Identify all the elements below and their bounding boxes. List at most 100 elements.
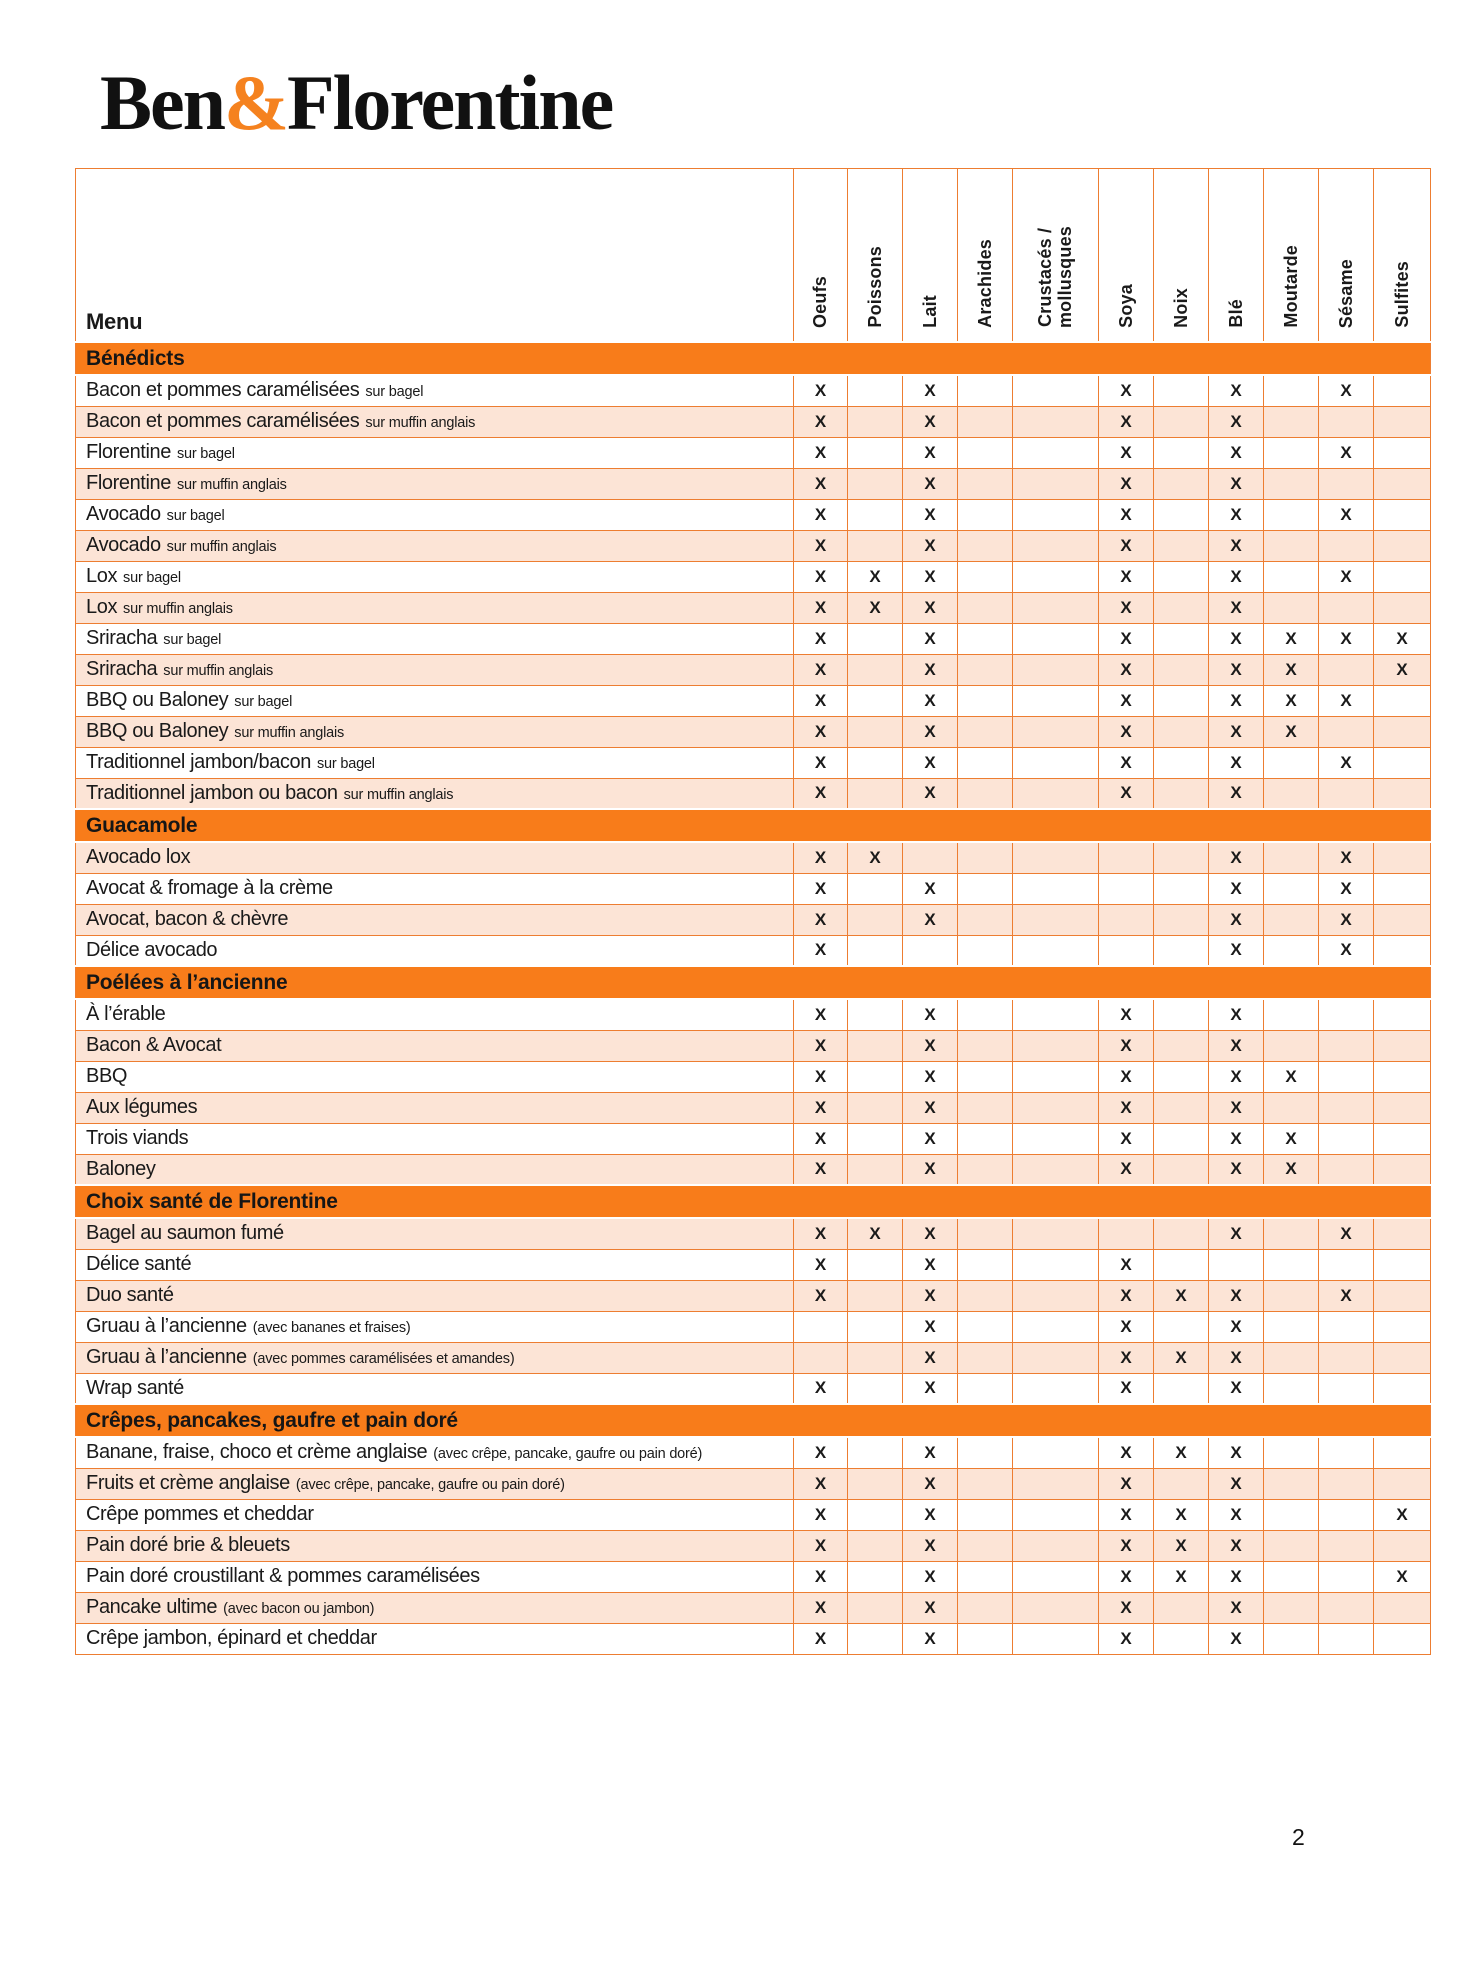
dish-note: sur muffin anglais (123, 601, 233, 617)
document-page: Ben&Florentine Menu Oeufs Poissons Lait Arac… (0, 64, 1484, 1850)
allergen-mark-cell: X (902, 872, 958, 905)
allergen-mark-cell: X (1318, 746, 1374, 779)
allergen-mark-cell (957, 684, 1013, 717)
dish-name: Pain doré brie & bleuets (86, 1534, 290, 1556)
allergen-mark-cell (957, 374, 1013, 407)
dish-label-cell: Gruau à l’ancienne (avec bananes et frais… (75, 1310, 794, 1343)
allergen-mark-cell (1153, 1622, 1209, 1655)
menu-row: Aux légumes X X X X (75, 1091, 1431, 1124)
logo-florentine: Florentine (287, 59, 614, 146)
dish-name: Pain doré croustillant & pommes caraméli… (86, 1565, 480, 1587)
dish-name: Traditionnel jambon/bacon (86, 751, 311, 773)
allergen-mark-cell (1012, 1248, 1099, 1281)
allergen-mark-cell: X (793, 1029, 848, 1062)
dish-name: Sriracha (86, 658, 158, 680)
allergen-mark-cell: X (1318, 436, 1374, 469)
allergen-mark-cell (1263, 1341, 1319, 1374)
allergen-mark-cell (957, 1591, 1013, 1624)
allergen-mark-cell (1318, 1436, 1374, 1469)
allergen-mark-cell: X (902, 1060, 958, 1093)
allergen-column-header: Poissons (847, 168, 903, 343)
allergen-mark-cell: X (1098, 1591, 1154, 1624)
allergen-column-label: Sulfites (1391, 261, 1412, 328)
allergen-mark-cell (957, 405, 1013, 438)
allergen-mark-cell (957, 498, 1013, 531)
dish-note: (avec crêpe, pancake, gaufre ou pain dor… (433, 1446, 703, 1463)
allergen-mark-cell: X (1318, 374, 1374, 407)
allergen-mark-cell (1153, 1029, 1209, 1062)
dish-note: sur bagel (123, 570, 181, 586)
allergen-mark-cell (847, 1372, 903, 1405)
allergen-mark-cell: X (793, 591, 848, 624)
menu-row: Avocado sur bagel X X X X X (75, 498, 1431, 531)
section-header-cell: Crêpes, pancakes, gaufre et pain doré (75, 1403, 1431, 1438)
allergen-mark-cell (957, 1217, 1013, 1250)
dish-label-cell: Lox sur bagel (75, 560, 794, 593)
dish-label-cell: Bacon & Avocat (75, 1029, 794, 1062)
allergen-mark-cell (793, 1310, 848, 1343)
allergen-mark-cell: X (793, 560, 848, 593)
allergen-mark-cell (1318, 405, 1374, 438)
dish-note: sur muffin anglais (163, 663, 274, 679)
allergen-mark-cell: X (1098, 560, 1154, 593)
allergen-mark-cell (1373, 1153, 1431, 1186)
allergen-mark-cell (1373, 1122, 1431, 1155)
allergen-mark-cell: X (1208, 1217, 1264, 1250)
allergen-mark-cell (1373, 1622, 1431, 1655)
dish-label-cell: Délice avocado (75, 934, 794, 967)
allergen-mark-cell (1208, 1248, 1264, 1281)
allergen-mark-cell (957, 529, 1013, 562)
dish-label-cell: Wrap santé (75, 1372, 794, 1405)
allergen-mark-cell (1153, 653, 1209, 686)
allergen-mark-cell: X (1098, 622, 1154, 655)
allergen-column-header: Noix (1153, 168, 1209, 343)
allergen-mark-cell (1373, 1529, 1431, 1562)
allergen-mark-cell (1373, 1591, 1431, 1624)
dish-note: sur muffin anglais (166, 539, 277, 555)
allergen-mark-cell: X (1098, 777, 1154, 810)
menu-row: Avocado lox X X X X (75, 841, 1431, 874)
dish-note: sur muffin anglais (343, 786, 454, 803)
allergen-mark-cell: X (793, 1560, 848, 1593)
dish-note: sur muffin anglais (176, 477, 287, 493)
allergen-mark-cell (1373, 405, 1431, 438)
allergen-mark-cell: X (1153, 1279, 1209, 1312)
dish-name: Gruau à l’ancienne (86, 1346, 247, 1368)
menu-row: Pancake ultime (avec bacon ou jambon) X X X X (75, 1591, 1431, 1624)
menu-row: Délice avocado X X X (75, 934, 1431, 967)
allergen-column-header: Sésame (1318, 168, 1374, 343)
allergen-mark-cell (1153, 1091, 1209, 1124)
allergen-mark-cell: X (1373, 653, 1431, 686)
allergen-mark-cell (1012, 1529, 1099, 1562)
allergen-mark-cell (957, 436, 1013, 469)
allergen-mark-cell (1373, 1060, 1431, 1093)
allergen-mark-cell (1263, 1248, 1319, 1281)
dish-label-cell: Pancake ultime (avec bacon ou jambon) (75, 1591, 794, 1624)
allergen-mark-cell (1373, 777, 1431, 810)
allergen-mark-cell (1373, 591, 1431, 624)
allergen-mark-cell: X (1098, 1279, 1154, 1312)
allergen-mark-cell: X (793, 405, 848, 438)
allergen-mark-cell (1373, 498, 1431, 531)
allergen-mark-cell: X (793, 374, 848, 407)
allergen-mark-cell: X (1098, 405, 1154, 438)
allergen-mark-cell (793, 1341, 848, 1374)
dish-name: Bacon et pommes caramélisées (86, 379, 360, 402)
allergen-mark-cell: X (1208, 684, 1264, 717)
allergen-mark-cell: X (1098, 436, 1154, 469)
allergen-mark-cell: X (902, 591, 958, 624)
allergen-mark-cell (1012, 1310, 1099, 1343)
menu-row: Trois viands X X X X X (75, 1122, 1431, 1155)
allergen-mark-cell (957, 1091, 1013, 1124)
allergen-mark-cell (1263, 1498, 1319, 1531)
section-header-row: Poélées à l’ancienne (75, 965, 1431, 1000)
dish-note: sur bagel (234, 694, 293, 710)
dish-label-cell: Bacon et pommes caramélisées sur muffin a… (75, 405, 794, 438)
allergen-mark-cell (1318, 1310, 1374, 1343)
allergen-mark-cell: X (1098, 467, 1154, 500)
dish-name: Wrap santé (86, 1376, 184, 1399)
menu-row: Baloney X X X X X (75, 1153, 1431, 1186)
allergen-mark-cell (1373, 529, 1431, 562)
allergen-mark-cell: X (1318, 622, 1374, 655)
allergen-mark-cell (1012, 560, 1099, 593)
